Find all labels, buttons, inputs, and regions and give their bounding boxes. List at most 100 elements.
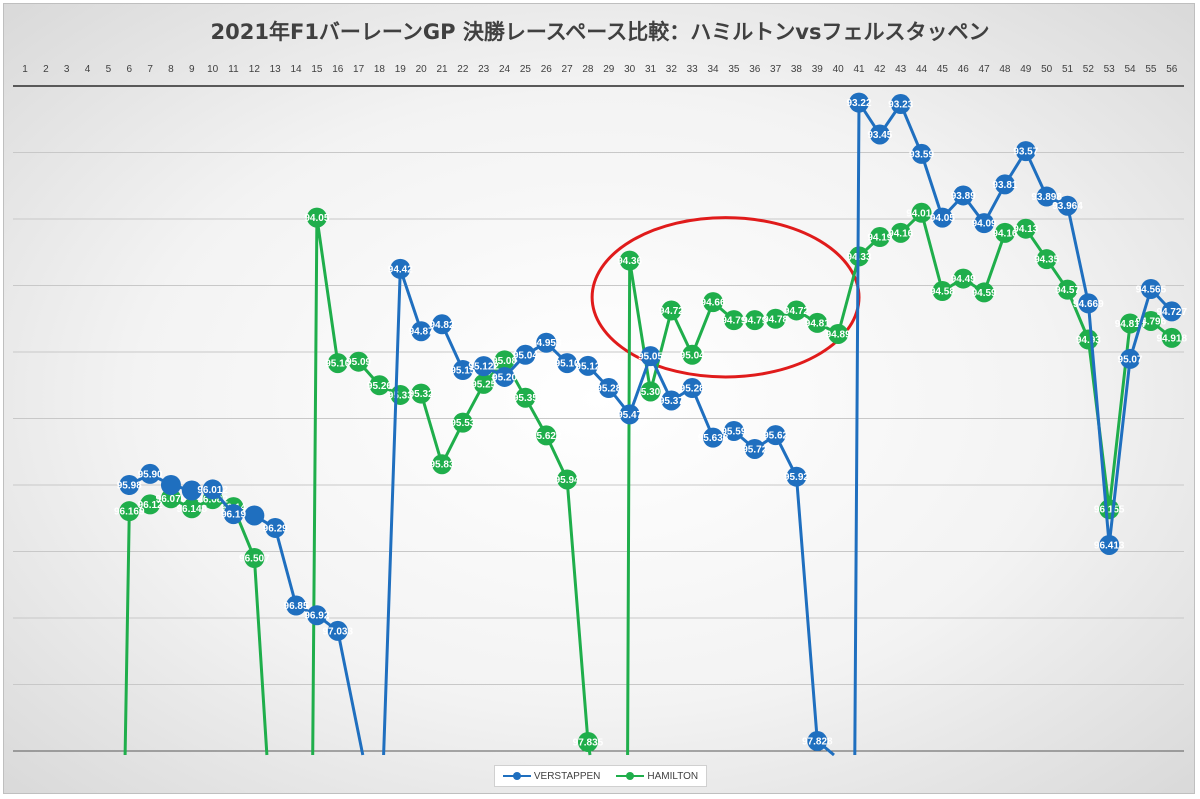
data-label-hamilton: 96.169 (114, 507, 145, 518)
x-tick-label: 20 (416, 64, 428, 75)
series-hamilton: 96.16996.1296.07696.14896.08296.1496.507… (114, 202, 1187, 756)
data-label-verstappen: 96.413 (1094, 540, 1125, 551)
legend-item-hamilton: HAMILTON (616, 771, 698, 782)
data-label-hamilton: 96.076 (156, 494, 187, 505)
x-tick-label: 24 (499, 64, 511, 75)
data-label-verstappen: 96.92 (304, 611, 329, 622)
series-line-verstappen (128, 101, 1173, 757)
x-tick-label: 49 (1020, 64, 1032, 75)
data-point-verstappen (765, 425, 786, 446)
data-label-verstappen: 95.28 (680, 384, 705, 395)
data-point-verstappen (515, 344, 536, 365)
data-label-verstappen: 93.89 (951, 191, 976, 202)
data-point-hamilton (348, 351, 369, 372)
data-label-hamilton: 95.26 (367, 381, 392, 392)
data-point-hamilton (765, 308, 786, 329)
data-label-verstappen: 95.07 (1118, 354, 1143, 365)
data-point-hamilton (890, 222, 911, 243)
series-line-hamilton (123, 211, 1173, 756)
data-label-hamilton: 95.09 (346, 357, 371, 368)
x-tick-label: 53 (1104, 64, 1116, 75)
data-point-hamilton (1057, 279, 1078, 300)
data-point-verstappen (723, 420, 744, 441)
data-label-verstappen: 95.28 (596, 384, 621, 395)
data-point-hamilton (181, 498, 202, 519)
data-label-hamilton: 94.78 (763, 314, 788, 325)
data-point-verstappen (577, 355, 598, 376)
x-tick-label: 27 (562, 64, 574, 75)
x-tick-label: 45 (937, 64, 949, 75)
data-label-hamilton: 95.04 (680, 350, 705, 361)
data-label-verstappen: 95.638 (698, 433, 729, 444)
data-point-hamilton (577, 731, 598, 752)
data-label-verstappen: 97.828 (802, 737, 833, 748)
data-point-verstappen (119, 475, 140, 495)
data-label-verstappen: 95.47 (617, 410, 642, 421)
data-point-hamilton (703, 292, 724, 313)
x-tick-label: 37 (770, 64, 782, 75)
data-label-verstappen: 95.72 (742, 444, 767, 455)
x-tick-label: 26 (541, 64, 553, 75)
data-label-verstappen: 95.98 (117, 481, 142, 492)
data-label-verstappen: 95.15 (450, 366, 475, 377)
data-point-verstappen (661, 390, 682, 411)
data-point-hamilton (640, 381, 661, 402)
data-point-verstappen (202, 479, 223, 500)
x-tick-label: 1 (22, 64, 28, 75)
data-point-verstappen (1140, 278, 1161, 299)
x-tick-label: 29 (603, 64, 615, 75)
data-label-verstappen: 94.82 (429, 320, 454, 331)
data-label-verstappen: 94.727 (1156, 307, 1187, 318)
data-label-hamilton: 94.13 (1013, 224, 1038, 235)
x-tick-label: 13 (270, 64, 282, 75)
x-tick-label: 43 (895, 64, 907, 75)
x-tick-label: 7 (147, 64, 153, 75)
legend-item-verstappen: VERSTAPPEN (502, 770, 601, 782)
data-label-verstappen: 95.10 (555, 359, 580, 370)
data-point-hamilton (1036, 249, 1057, 270)
data-label-hamilton: 94.79 (742, 316, 767, 327)
x-tick-label: 52 (1083, 64, 1095, 75)
data-point-hamilton (661, 300, 682, 321)
data-point-verstappen (452, 360, 473, 381)
data-label-verstappen: 95.92 (784, 472, 809, 483)
data-label-hamilton: 96.155 (1094, 505, 1125, 516)
x-tick-label: 36 (749, 64, 761, 75)
data-point-verstappen (703, 427, 724, 448)
data-point-hamilton (682, 344, 703, 365)
data-label-hamilton: 94.72 (659, 306, 684, 317)
data-point-hamilton (828, 323, 849, 344)
data-label-verstappen: 93.59 (909, 149, 934, 160)
data-label-hamilton: 94.79 (721, 316, 746, 327)
x-tick-label: 12 (249, 64, 261, 75)
data-point-hamilton (244, 548, 265, 569)
data-point-hamilton (494, 350, 515, 371)
data-label-verstappen: 95.05 (638, 352, 663, 363)
data-label-verstappen: 94.05 (930, 213, 955, 224)
data-point-hamilton (807, 312, 828, 333)
data-label-hamilton: 96.148 (177, 504, 208, 515)
data-label-hamilton: 95.622 (531, 431, 562, 442)
data-label-hamilton: 94.59 (972, 288, 997, 299)
data-label-hamilton: 95.35 (513, 393, 538, 404)
data-label-verstappen: 95.37 (659, 396, 684, 407)
data-point-verstappen (432, 314, 452, 335)
x-tick-label: 32 (666, 64, 678, 75)
data-point-hamilton (786, 300, 807, 321)
data-label-verstappen: 96.012 (197, 485, 228, 496)
data-label-verstappen: 94.953 (531, 338, 562, 349)
x-tick-label: 8 (168, 64, 174, 75)
x-tick-labels: 1 2 3 4 5 6 7 8 9 10 11 12 13 14 15 16 17 18 19 20 21 22 23 24 2… (22, 64, 1178, 75)
x-tick-label: 17 (353, 64, 365, 75)
data-point-verstappen (974, 213, 995, 234)
x-tick-label: 48 (999, 64, 1011, 75)
data-point-hamilton (744, 310, 765, 331)
data-point-verstappen (140, 463, 161, 484)
x-tick-label: 19 (395, 64, 407, 75)
legend-label-verstappen: VERSTAPPEN (533, 770, 601, 782)
chart-area (3, 3, 1195, 794)
data-point-verstappen (911, 143, 932, 164)
x-tick-label: 5 (106, 64, 112, 75)
data-point-verstappen (244, 505, 265, 526)
